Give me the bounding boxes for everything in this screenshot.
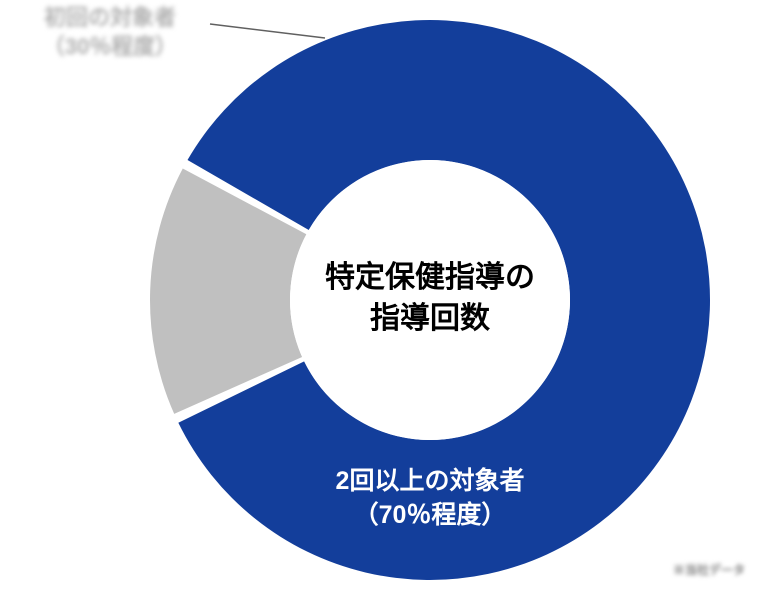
majority-label-line1: 2回以上の対象者 <box>336 467 525 495</box>
chart-center-title: 特定保健指導の 指導回数 <box>310 258 550 339</box>
center-title-line2: 指導回数 <box>370 302 490 335</box>
center-title-line1: 特定保健指導の <box>325 261 535 294</box>
leader-line <box>210 24 325 38</box>
majority-slice-label: 2回以上の対象者 （70％程度） <box>320 465 540 533</box>
minority-slice-label: 初回の対象者 （30％程度） <box>10 4 210 61</box>
donut-chart: 初回の対象者 （30％程度） 特定保健指導の 指導回数 2回以上の対象者 （70… <box>0 0 765 594</box>
chart-footnote: ※当社データ <box>673 561 745 578</box>
minority-label-line1: 初回の対象者 <box>44 5 176 30</box>
minority-label-line2: （30％程度） <box>43 34 177 59</box>
footnote-text: ※当社データ <box>673 563 745 577</box>
majority-label-line2: （70％程度） <box>354 501 507 529</box>
